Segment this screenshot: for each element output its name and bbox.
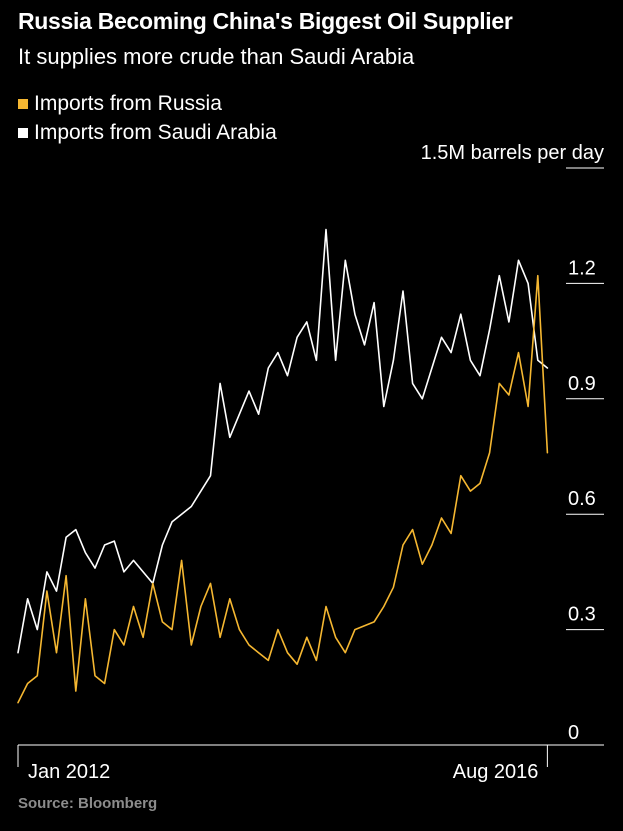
source-note: Source: Bloomberg bbox=[18, 795, 157, 812]
series-line-saudi-arabia bbox=[18, 230, 547, 653]
y-tick-label: 0.6 bbox=[568, 488, 596, 510]
y-tick-label: 1.5M barrels per day bbox=[421, 142, 604, 164]
y-tick-label: 0 bbox=[568, 722, 579, 744]
x-tick-label: Jan 2012 bbox=[28, 761, 110, 783]
y-tick-label: 1.2 bbox=[568, 257, 596, 279]
y-tick-label: 0.9 bbox=[568, 373, 596, 395]
line-chart: 0 0.3 0.6 0.9 1.2 1.5M barrels per day Jan 201… bbox=[0, 0, 623, 831]
series-line-russia bbox=[18, 276, 547, 703]
x-tick-label: Aug 2016 bbox=[453, 761, 539, 783]
y-tick-label: 0.3 bbox=[568, 604, 596, 626]
